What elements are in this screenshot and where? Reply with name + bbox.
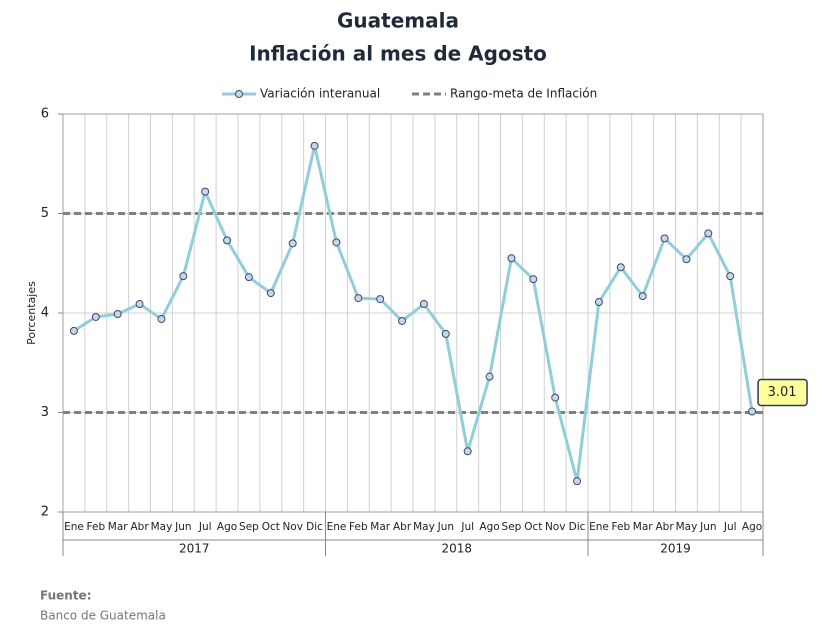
data-point	[157, 314, 166, 323]
x-tick-label: Jun	[699, 521, 716, 533]
y-tick-label: 3	[41, 405, 49, 420]
data-label-box	[757, 378, 808, 407]
x-tick-label: Mar	[370, 521, 390, 533]
data-point	[529, 275, 538, 284]
x-tick-label: May	[413, 521, 435, 533]
x-tick-label: Oct	[524, 521, 542, 533]
chart-title: Guatemala	[337, 9, 459, 33]
source-label: Fuente:	[40, 589, 92, 603]
x-tick-label: Sep	[502, 521, 522, 533]
x-tick-label: Ene	[64, 521, 84, 533]
x-tick-label: Jun	[174, 521, 191, 533]
y-tick-label: 2	[41, 505, 49, 520]
data-point	[179, 272, 188, 281]
data-point	[594, 298, 603, 307]
data-point	[551, 393, 560, 402]
x-tick-label: Nov	[282, 521, 303, 533]
x-tick-label: Ene	[327, 521, 347, 533]
data-point	[485, 372, 494, 381]
data-point	[398, 316, 407, 325]
data-point	[113, 309, 122, 318]
data-point	[223, 236, 232, 245]
y-axis-label: Porcentajes	[25, 281, 38, 345]
x-tick-label: Abr	[130, 521, 149, 533]
x-tick-label: Feb	[612, 521, 631, 533]
x-tick-label: Ago	[742, 521, 762, 533]
data-point	[354, 294, 363, 303]
x-tick-label: Sep	[239, 521, 259, 533]
source: Banco de Guatemala	[40, 609, 166, 623]
x-tick-label: Nov	[545, 521, 566, 533]
legend-marker	[235, 90, 243, 98]
data-point	[704, 229, 713, 238]
x-tick-label: Feb	[349, 521, 368, 533]
plot-border	[62, 113, 764, 513]
x-tick-label: May	[151, 521, 173, 533]
data-point	[682, 255, 691, 264]
y-tick-label: 4	[41, 306, 49, 321]
data-point	[135, 300, 144, 309]
x-tick-label: Feb	[87, 521, 106, 533]
x-tick-label: Mar	[633, 521, 653, 533]
data-point	[266, 289, 275, 298]
x-tick-label: Ene	[589, 521, 609, 533]
x-group-label: 2017	[179, 542, 210, 556]
data-point	[441, 329, 450, 338]
x-group-label: 2018	[441, 542, 472, 556]
data-point	[748, 407, 757, 416]
x-tick-label: Abr	[393, 521, 412, 533]
data-point	[573, 477, 582, 486]
data-point	[463, 447, 472, 456]
data-point	[244, 273, 253, 282]
x-tick-label: Abr	[655, 521, 674, 533]
x-tick-label: Oct	[262, 521, 280, 533]
data-point	[332, 238, 341, 247]
legend-label: Rango-meta de Inflación	[450, 87, 597, 101]
x-tick-label: Jul	[460, 521, 474, 533]
data-point	[376, 295, 385, 304]
x-tick-label: Dic	[306, 521, 323, 533]
chart-subtitle: Inflación al mes de Agosto	[249, 42, 547, 66]
data-point	[660, 234, 669, 243]
data-point	[507, 254, 516, 263]
data-point	[638, 292, 647, 301]
x-tick-label: Jun	[437, 521, 454, 533]
x-tick-label: Jul	[723, 521, 737, 533]
data-point	[69, 326, 78, 335]
y-tick-label: 6	[41, 107, 49, 122]
data-point	[91, 312, 100, 321]
data-point	[310, 141, 319, 150]
x-group-label: 2019	[660, 542, 691, 556]
data-label: 3.01	[768, 385, 797, 400]
data-point	[201, 187, 210, 196]
x-tick-label: Ago	[217, 521, 237, 533]
data-point	[288, 239, 297, 248]
y-tick-label: 5	[41, 206, 49, 221]
data-point	[419, 300, 428, 309]
data-point	[616, 263, 625, 272]
legend-label: Variación interanual	[260, 87, 380, 101]
x-tick-label: Dic	[569, 521, 586, 533]
data-point	[726, 272, 735, 281]
x-tick-label: May	[676, 521, 698, 533]
x-tick-label: Ago	[479, 521, 499, 533]
series-line	[73, 145, 754, 482]
x-tick-label: Mar	[108, 521, 128, 533]
x-tick-label: Jul	[198, 521, 212, 533]
